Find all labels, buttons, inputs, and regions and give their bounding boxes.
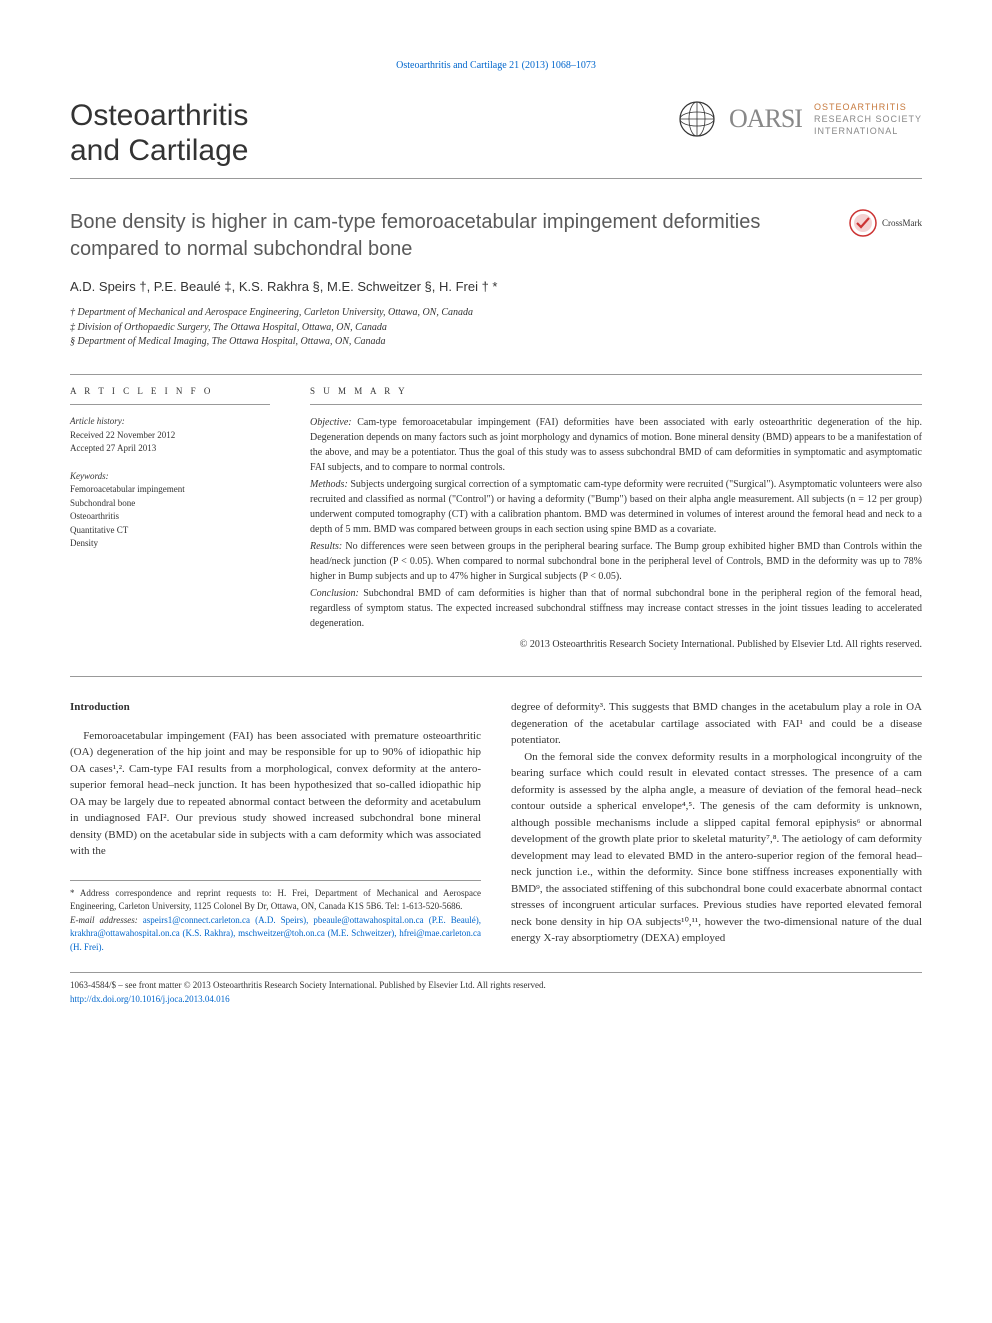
authors: A.D. Speirs †, P.E. Beaulé ‡, K.S. Rakhr… (70, 279, 922, 294)
affiliation-2: ‡ Division of Orthopaedic Surgery, The O… (70, 321, 922, 336)
citation-line: Osteoarthritis and Cartilage 21 (2013) 1… (70, 60, 922, 71)
society-logo-block: OARSI OSTEOARTHRITIS RESEARCH SOCIETY IN… (677, 99, 922, 139)
article-title: Bone density is higher in cam-type femor… (70, 209, 770, 263)
introduction-heading: Introduction (70, 699, 481, 716)
abstract-methods: Methods: Subjects undergoing surgical co… (310, 477, 922, 537)
abstract-conclusion-text: Subchondral BMD of cam deformities is hi… (310, 588, 922, 629)
title-row: Bone density is higher in cam-type femor… (70, 209, 922, 263)
society-name: OSTEOARTHRITIS RESEARCH SOCIETY INTERNAT… (814, 101, 922, 137)
meta-row: A R T I C L E I N F O Article history: R… (70, 374, 922, 655)
affiliation-3: § Department of Medical Imaging, The Ott… (70, 335, 922, 350)
header-row: Osteoarthritis and Cartilage OARSI OSTEO… (70, 99, 922, 168)
emails-label: E-mail addresses: (70, 915, 138, 925)
affiliation-1: † Department of Mechanical and Aerospace… (70, 306, 922, 321)
column-left: Introduction Femoroacetabular impingemen… (70, 699, 481, 954)
summary-label: S U M M A R Y (310, 385, 922, 406)
crossmark-icon (849, 209, 877, 237)
society-line2: RESEARCH SOCIETY (814, 114, 922, 124)
oarsi-mark: OARSI (729, 104, 802, 133)
keyword-4: Quantitative CT (70, 524, 270, 538)
crossmark-label: CrossMark (882, 218, 922, 228)
history-accepted: Accepted 27 April 2013 (70, 443, 156, 453)
abstract-conclusion: Conclusion: Subchondral BMD of cam defor… (310, 586, 922, 631)
abstract-methods-text: Subjects undergoing surgical correction … (310, 479, 922, 535)
correspondence-note: * Address correspondence and reprint req… (70, 887, 481, 914)
body-columns: Introduction Femoroacetabular impingemen… (70, 699, 922, 954)
keywords-label: Keywords: (70, 470, 270, 484)
footer-bar: 1063-4584/$ – see front matter © 2013 Os… (70, 972, 922, 1006)
footer-doi-link[interactable]: http://dx.doi.org/10.1016/j.joca.2013.04… (70, 994, 230, 1004)
intro-paragraph-1: Femoroacetabular impingement (FAI) has b… (70, 728, 481, 860)
abstract-results-text: No differences were seen between groups … (310, 541, 922, 582)
emails-line: E-mail addresses: aspeirs1@connect.carle… (70, 914, 481, 955)
journal-title-line1: Osteoarthritis (70, 99, 248, 132)
abstract-rule (70, 676, 922, 677)
summary-block: S U M M A R Y Objective: Cam-type femoro… (310, 385, 922, 655)
keyword-3: Osteoarthritis (70, 510, 270, 524)
abstract-copyright: © 2013 Osteoarthritis Research Society I… (310, 637, 922, 652)
footnotes: * Address correspondence and reprint req… (70, 880, 481, 955)
keyword-2: Subchondral bone (70, 497, 270, 511)
history-received: Received 22 November 2012 (70, 430, 175, 440)
keyword-5: Density (70, 537, 270, 551)
article-info-block: A R T I C L E I N F O Article history: R… (70, 385, 270, 655)
globe-icon (677, 99, 717, 139)
footer-issn: 1063-4584/$ – see front matter © 2013 Os… (70, 979, 922, 993)
affiliations: † Department of Mechanical and Aerospace… (70, 306, 922, 350)
oarsi-mark-text: OARSI (729, 104, 802, 134)
history-label: Article history: (70, 416, 125, 426)
intro-paragraph-2b: On the femoral side the convex deformity… (511, 749, 922, 947)
journal-title-line2: and Cartilage (70, 134, 248, 167)
intro-paragraph-2a: degree of deformity³. This suggests that… (511, 699, 922, 749)
society-line3: INTERNATIONAL (814, 126, 898, 136)
keyword-1: Femoroacetabular impingement (70, 483, 270, 497)
column-right: degree of deformity³. This suggests that… (511, 699, 922, 954)
crossmark-badge[interactable]: CrossMark (849, 209, 922, 237)
abstract-results: Results: No differences were seen betwee… (310, 539, 922, 584)
journal-title: Osteoarthritis and Cartilage (70, 99, 248, 168)
abstract-objective-text: Cam-type femoroacetabular impingement (F… (310, 417, 922, 473)
society-line1: OSTEOARTHRITIS (814, 102, 907, 112)
header-rule (70, 178, 922, 179)
abstract-objective: Objective: Cam-type femoroacetabular imp… (310, 415, 922, 475)
article-info-label: A R T I C L E I N F O (70, 385, 270, 406)
